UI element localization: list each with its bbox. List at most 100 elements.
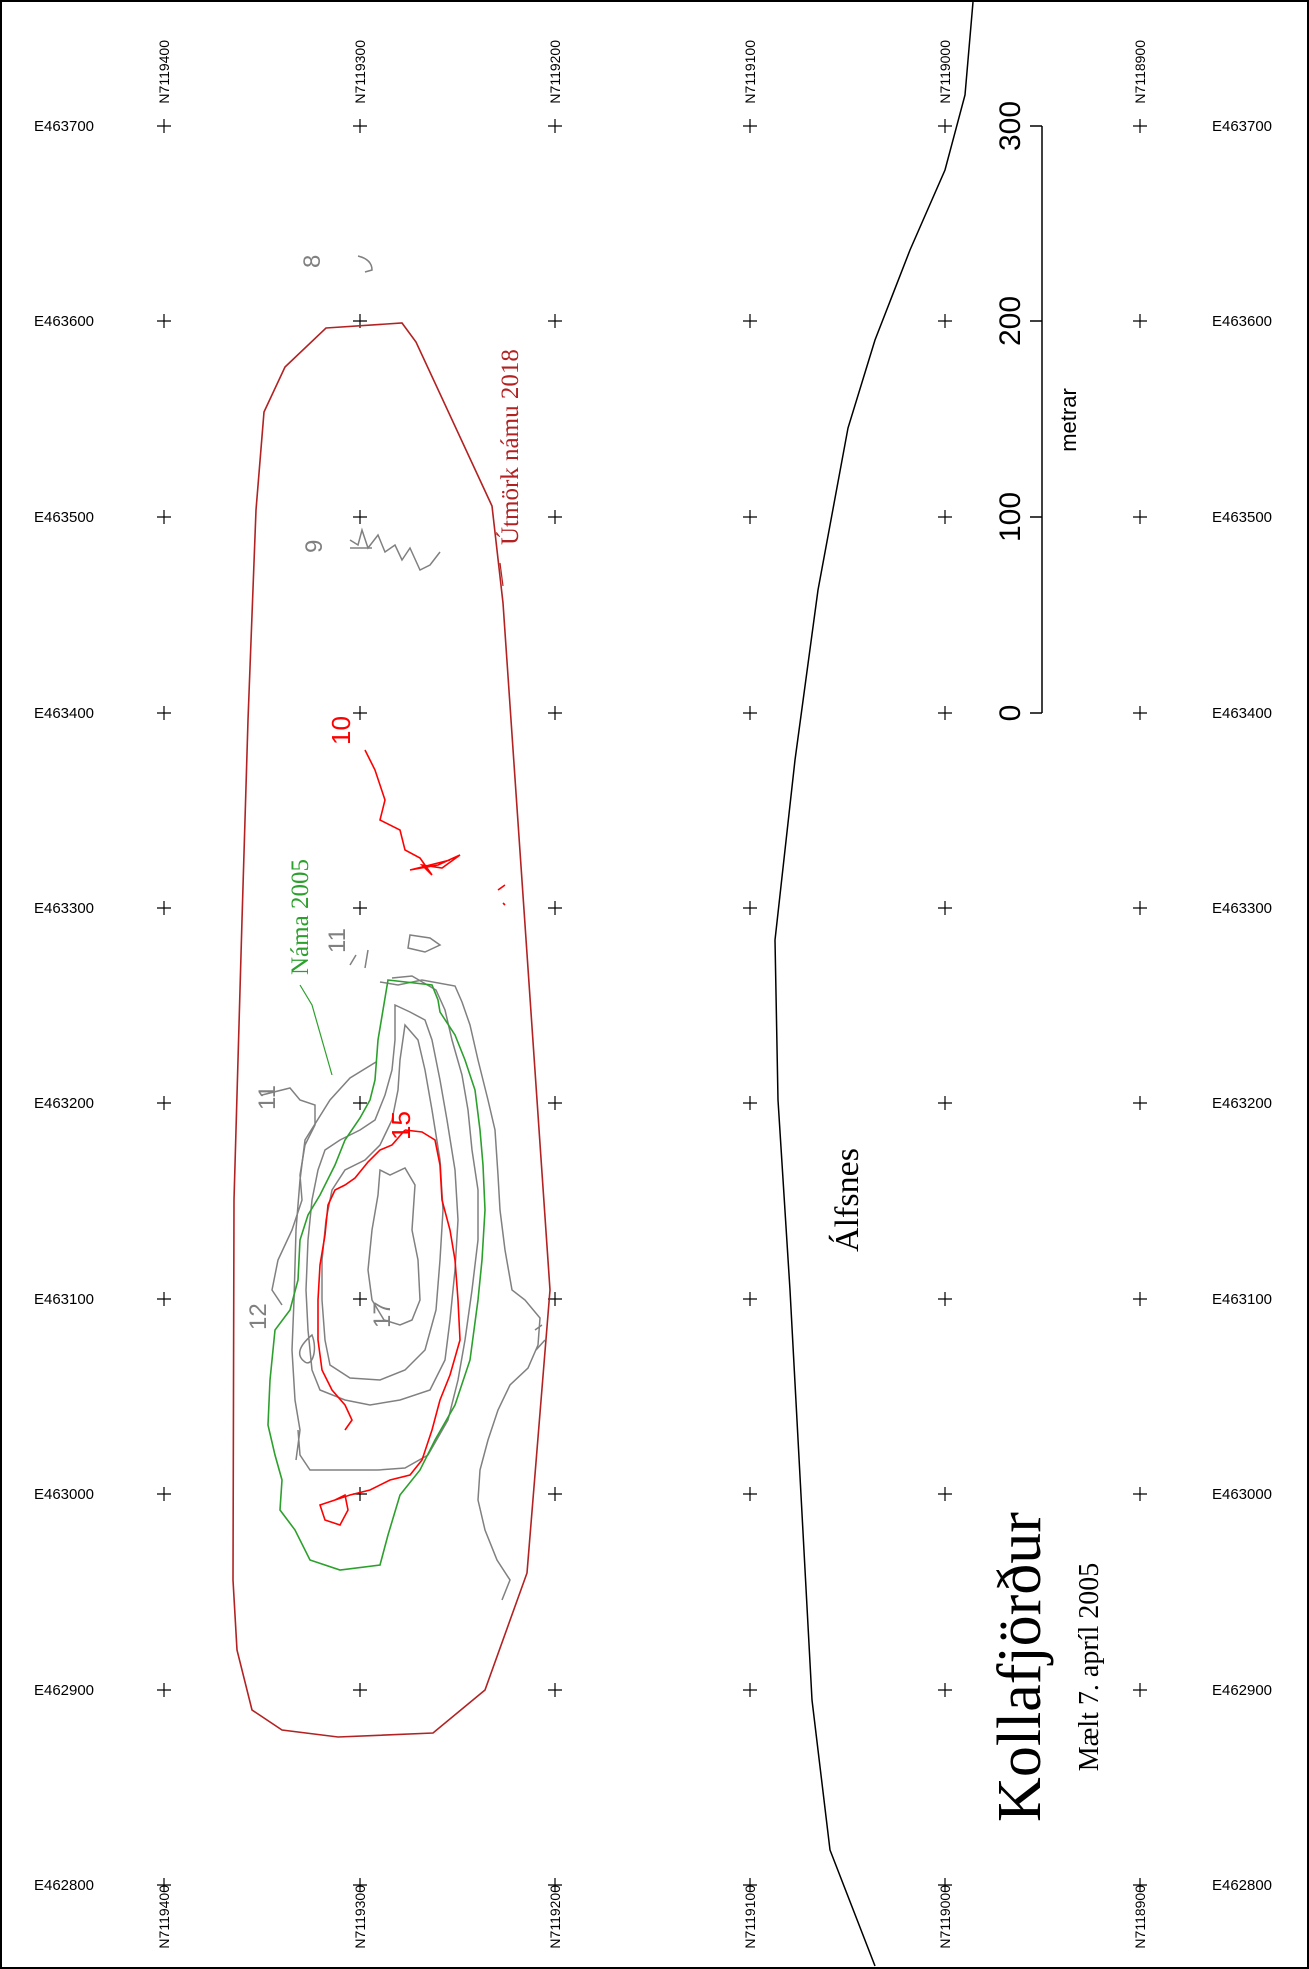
grid-cross (938, 706, 952, 720)
grid-cross (1133, 901, 1147, 915)
grid-cross (743, 1292, 757, 1306)
northing-label-bottom: N7119000 (937, 1885, 953, 1949)
grid-cross (157, 1487, 171, 1501)
grid-cross (1133, 314, 1147, 328)
grid-cross (548, 706, 562, 720)
boundary-2018-label: Útmörk námu 2018 (496, 349, 524, 545)
northing-label-bottom: N7118900 (1132, 1885, 1148, 1949)
scale-unit: metrar (1056, 388, 1081, 452)
grid-cross (743, 314, 757, 328)
easting-label-left: E463600 (34, 313, 94, 330)
easting-label-right: E463100 (1212, 1291, 1272, 1308)
grid-cross (157, 1292, 171, 1306)
contour-label-10: 10 (326, 716, 356, 745)
easting-label-right: E463400 (1212, 705, 1272, 722)
contour-label-11-b: 11 (254, 1085, 281, 1110)
easting-label-left: E463000 (34, 1486, 94, 1503)
northing-label-bottom: N7119400 (156, 1885, 172, 1949)
shoreline (775, 2, 973, 1966)
northing-label-top: N7119000 (937, 40, 953, 104)
grid-cross (938, 119, 952, 133)
northing-label-top: N7119100 (742, 40, 758, 104)
grid-cross (743, 901, 757, 915)
map-subtitle: Mælt 7. apríl 2005 (1074, 1563, 1105, 1771)
scale-bar: 0 100 200 300 metrar (994, 101, 1081, 721)
northing-label-top: N7118900 (1132, 40, 1148, 104)
grid-cross (157, 510, 171, 524)
northing-label-bottom: N7119300 (352, 1885, 368, 1949)
easting-labels-left: E463700 E463600 E463500 E463400 E463300 E4632… (34, 118, 94, 1894)
grid-cross (743, 706, 757, 720)
grid-cross (938, 1096, 952, 1110)
grid-cross (157, 1096, 171, 1110)
easting-label-right: E463600 (1212, 313, 1272, 330)
scale-tick-300: 300 (994, 101, 1027, 151)
grid-cross (157, 1683, 171, 1697)
grid-cross (1133, 706, 1147, 720)
easting-label-left: E463200 (34, 1095, 94, 1112)
grid-cross (548, 1096, 562, 1110)
grid-cross (938, 510, 952, 524)
easting-label-right: E463500 (1212, 509, 1272, 526)
contour-label-11-a: 11 (324, 928, 351, 953)
northing-labels-bottom: N7119400 N7119300 N7119200 N7119100 N7119000… (156, 1885, 1148, 1949)
grid-cross (743, 510, 757, 524)
northing-label-top: N7119300 (352, 40, 368, 104)
contour-label-12: 12 (245, 1303, 272, 1330)
grid-cross (548, 1487, 562, 1501)
grid-cross (1133, 1683, 1147, 1697)
map-title: Kollafjörður (986, 1512, 1054, 1822)
northing-label-bottom: N7119100 (742, 1885, 758, 1949)
grid-cross (548, 901, 562, 915)
grid-cross (743, 1487, 757, 1501)
easting-label-left: E462800 (34, 1877, 94, 1894)
contour-label-8: 8 (299, 255, 326, 268)
grid-cross (938, 1683, 952, 1697)
grid-cross (548, 510, 562, 524)
easting-label-left: E463300 (34, 900, 94, 917)
northing-label-bottom: N7119200 (547, 1885, 563, 1949)
northing-labels-top: N7119400 N7119300 N7119200 N7119100 N7119000… (156, 40, 1148, 104)
scale-tick-0: 0 (994, 705, 1027, 722)
grid-cross (157, 314, 171, 328)
grid-cross (1133, 1487, 1147, 1501)
easting-label-left: E463400 (34, 705, 94, 722)
grid-cross (938, 1487, 952, 1501)
contour-label-17: 17 (369, 1301, 396, 1328)
easting-label-left: E463700 (34, 118, 94, 135)
grid-cross (743, 1683, 757, 1697)
easting-label-right: E463700 (1212, 118, 1272, 135)
grid-cross (157, 901, 171, 915)
scale-tick-200: 200 (994, 296, 1027, 346)
grid-cross (548, 1683, 562, 1697)
scale-tick-100: 100 (994, 492, 1027, 542)
pit-2005-leader (300, 985, 332, 1075)
grid-cross (938, 901, 952, 915)
grid-cross (353, 901, 367, 915)
grid-cross (157, 706, 171, 720)
grid-cross (743, 119, 757, 133)
grid-cross (938, 314, 952, 328)
easting-labels-right: E463700 E463600 E463500 E463400 E463300 E4632… (1212, 118, 1272, 1894)
easting-label-left: E463100 (34, 1291, 94, 1308)
grid-cross (1133, 510, 1147, 524)
grid-cross (548, 119, 562, 133)
grid-cross (353, 510, 367, 524)
grid-cross (1133, 1096, 1147, 1110)
northing-label-top: N7119200 (547, 40, 563, 104)
easting-label-right: E462900 (1212, 1682, 1272, 1699)
contour-label-9: 9 (301, 540, 328, 553)
grid-cross (353, 119, 367, 133)
grid-cross (353, 1683, 367, 1697)
grid-cross (1133, 119, 1147, 133)
easting-label-right: E463300 (1212, 900, 1272, 917)
pit-2005-line (268, 980, 485, 1570)
grid-cross (157, 119, 171, 133)
easting-label-right: E463200 (1212, 1095, 1272, 1112)
land-label: Álfsnes (829, 1148, 866, 1252)
easting-label-left: E463500 (34, 509, 94, 526)
scale-bar-line (1030, 126, 1042, 713)
easting-label-left: E462900 (34, 1682, 94, 1699)
